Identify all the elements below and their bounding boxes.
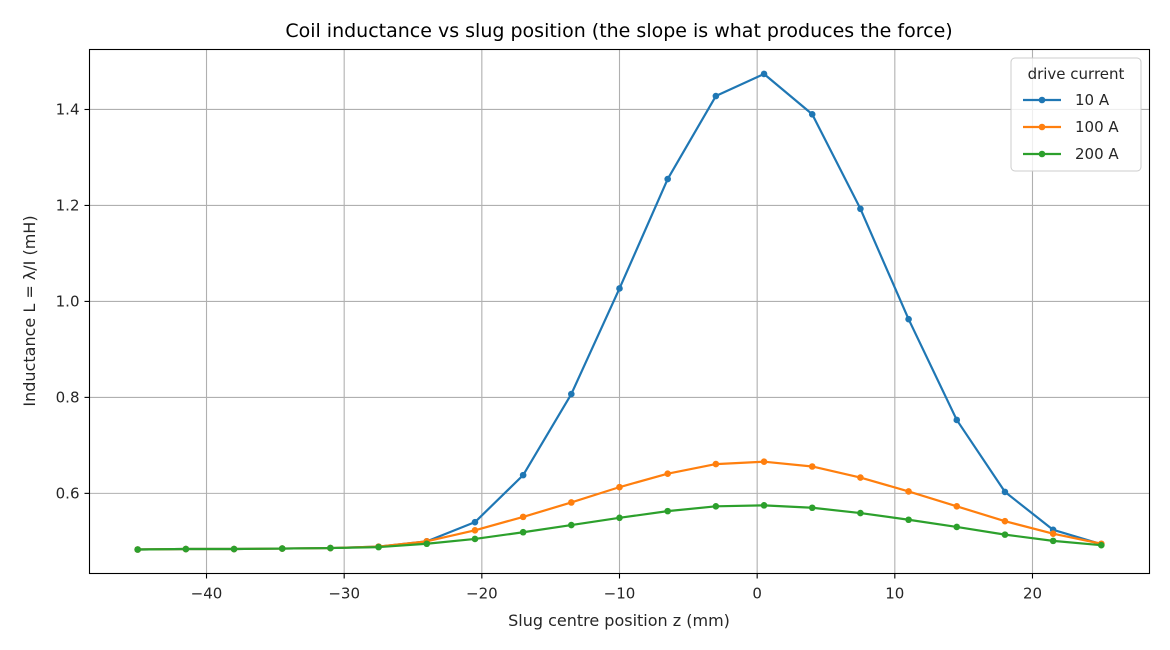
legend-marker — [1038, 96, 1046, 104]
legend-box — [1010, 57, 1142, 172]
data-point — [760, 458, 768, 465]
data-point — [568, 390, 575, 398]
legend-title: drive current — [1028, 65, 1125, 83]
x-tick-label: −20 — [466, 585, 498, 603]
data-point — [568, 521, 575, 529]
data-point — [134, 546, 141, 553]
data-point — [712, 503, 720, 510]
data-point — [857, 474, 864, 481]
data-point — [808, 504, 816, 512]
data-point — [182, 545, 190, 553]
y-tick-label: 1.0 — [56, 292, 80, 310]
data-point — [760, 502, 768, 509]
data-point — [1049, 537, 1057, 545]
legend-label: 10 A — [1075, 91, 1110, 109]
data-point — [568, 499, 575, 506]
data-point — [1001, 517, 1009, 525]
data-point — [1001, 488, 1009, 496]
x-tick-label: 0 — [752, 585, 762, 603]
data-point — [616, 483, 623, 491]
data-point — [953, 416, 961, 424]
data-point — [712, 92, 720, 100]
data-point — [278, 545, 286, 552]
data-point — [375, 543, 382, 551]
y-axis-title: Inductance L = λ/I (mH) — [20, 215, 39, 406]
y-tick-label: 1.2 — [56, 196, 80, 214]
data-point — [953, 523, 961, 531]
data-point — [519, 471, 527, 479]
data-point — [519, 513, 527, 521]
data-point — [1098, 541, 1105, 549]
series-200a — [134, 502, 1105, 553]
data-point — [471, 535, 479, 543]
x-tick-label: −40 — [191, 585, 223, 603]
data-point — [1049, 530, 1057, 537]
data-point — [905, 516, 912, 524]
data-point — [616, 285, 623, 292]
data-point — [1001, 531, 1009, 538]
data-point — [857, 509, 864, 517]
data-point — [808, 463, 816, 470]
data-point — [664, 470, 671, 477]
legend-label: 200 A — [1075, 145, 1119, 163]
legend-marker — [1038, 150, 1046, 158]
x-tick-label: −10 — [604, 585, 636, 603]
data-point — [664, 175, 671, 183]
data-point — [327, 544, 334, 552]
x-tick-label: 20 — [1023, 585, 1042, 603]
legend-items: 10 A 100 A 200 A — [1023, 91, 1119, 163]
data-point — [616, 514, 623, 522]
data-point — [423, 540, 431, 548]
y-tick-label: 0.8 — [56, 388, 80, 406]
legend-label: 100 A — [1075, 118, 1119, 136]
legend: drive current 10 A 100 A 200 A — [1010, 57, 1142, 172]
x-tick-label: −30 — [328, 585, 360, 603]
y-tick-label: 0.6 — [56, 484, 80, 502]
data-point — [808, 110, 816, 118]
y-axis: 0.6 0.8 1.0 1.2 1.4 — [56, 100, 90, 502]
data-point — [760, 70, 768, 78]
legend-marker — [1038, 123, 1046, 131]
data-point — [664, 507, 671, 515]
y-tick-label: 1.4 — [56, 100, 80, 118]
data-point — [712, 460, 720, 468]
data-point — [471, 518, 479, 526]
x-axis: −40 −30 −20 −10 0 10 20 — [191, 573, 1042, 603]
data-point — [471, 527, 479, 534]
chart-title: Coil inductance vs slug position (the sl… — [285, 20, 952, 42]
data-point — [905, 315, 912, 323]
data-point — [519, 528, 527, 536]
data-point — [857, 205, 864, 213]
data-point — [953, 503, 961, 510]
series-layer — [134, 70, 1105, 553]
data-point — [230, 545, 238, 553]
data-point — [905, 488, 912, 495]
x-tick-label: 10 — [885, 585, 904, 603]
grid — [89, 49, 1150, 574]
x-axis-title: Slug centre position z (mm) — [508, 611, 730, 630]
